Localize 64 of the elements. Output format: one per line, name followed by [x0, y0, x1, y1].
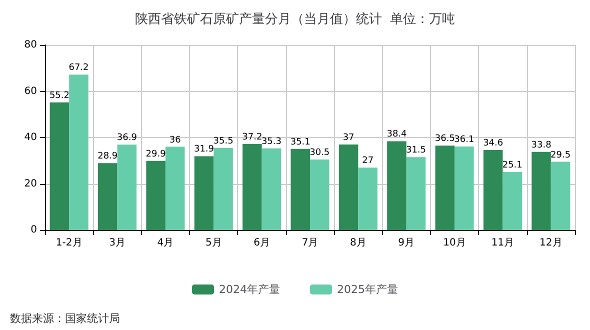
bar: [50, 102, 70, 230]
legend-label: 2024年产量: [219, 283, 280, 296]
bar: [338, 144, 358, 230]
data-label: 37.2: [242, 132, 262, 142]
data-label: 35.1: [290, 137, 310, 148]
bar: [290, 148, 310, 230]
data-label: 35.3: [261, 136, 282, 147]
y-tick-label: 60: [24, 86, 37, 97]
x-tick-label: 7月: [302, 238, 318, 248]
x-tick-label: 10月: [443, 238, 466, 248]
data-label: 38.4: [386, 130, 408, 140]
bar: [146, 160, 166, 230]
bar: [242, 144, 262, 230]
x-tick-label: 3月: [109, 238, 126, 248]
bar: [532, 152, 551, 230]
bar: [98, 163, 118, 230]
y-tick-label: 0: [30, 224, 37, 236]
y-tick-label: 40: [24, 132, 37, 143]
data-label: 55.2: [49, 90, 70, 101]
bar: [194, 156, 214, 230]
bar: [550, 162, 570, 230]
bar: [435, 146, 455, 230]
bar: [358, 168, 378, 230]
data-label: 29.9: [146, 149, 166, 160]
x-tick-label: 12月: [540, 238, 562, 248]
data-label: 34.6: [483, 138, 504, 148]
x-tick-label: 5月: [205, 238, 222, 248]
data-label: 29.5: [550, 150, 571, 160]
x-tick-label: 4月: [157, 238, 174, 248]
x-tick-label: 11月: [491, 238, 514, 248]
bar: [165, 146, 185, 230]
data-label: 36: [169, 135, 182, 146]
source-note: 数据来源：国家统计局: [10, 312, 120, 325]
x-tick-label: 9月: [398, 238, 415, 248]
data-label: 31.9: [194, 144, 214, 155]
data-label: 67.2: [68, 63, 89, 74]
y-tick-label: 20: [24, 178, 37, 190]
y-tick-label: 80: [24, 40, 37, 50]
data-label: 37: [342, 132, 354, 143]
x-tick-label: 6月: [254, 238, 270, 248]
bar: [483, 150, 503, 230]
bar: [310, 159, 330, 230]
bar: [454, 146, 474, 230]
data-label: 36.5: [434, 134, 455, 144]
bar: [69, 74, 88, 230]
data-label: 31.5: [406, 146, 426, 156]
bar: [406, 157, 426, 230]
data-label: 30.5: [310, 148, 330, 158]
bar: [502, 172, 522, 230]
data-label: 36.9: [116, 133, 138, 144]
x-tick-label: 1-2月: [56, 238, 82, 248]
legend-label: 2025年产量: [337, 283, 398, 296]
data-label: 28.9: [98, 152, 118, 162]
bar: [387, 141, 406, 230]
data-label: 33.8: [531, 140, 552, 150]
data-label: 35.5: [213, 136, 234, 146]
data-label: 36.1: [454, 135, 474, 146]
data-label: 27: [362, 156, 374, 166]
x-tick-label: 8月: [350, 238, 366, 248]
data-label: 25.1: [502, 160, 522, 170]
bar: [117, 144, 137, 230]
chart-title: 陕西省铁矿石原矿产量分月（当月值）统计 单位：万吨: [134, 12, 456, 27]
bar: [214, 148, 233, 230]
bar: [262, 148, 282, 230]
